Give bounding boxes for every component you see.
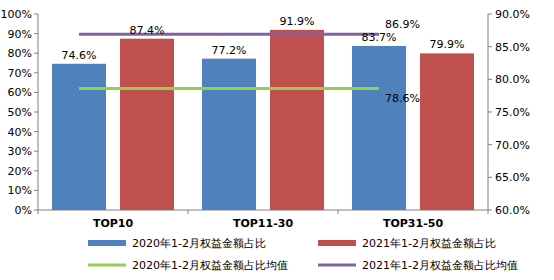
- x-tick: [188, 210, 189, 214]
- legend: 2020年1-2月权益金额占比 2021年1-2月权益金额占比 2020年1-2月权…: [88, 237, 518, 272]
- y2-tick: [488, 112, 492, 113]
- y-tick: [34, 131, 38, 132]
- data-label: 77.2%: [212, 44, 247, 57]
- y-tick: [34, 210, 38, 211]
- y-tick-label: 100%: [1, 8, 32, 21]
- data-label: 83.7%: [362, 31, 397, 44]
- plot-area: [52, 30, 474, 210]
- y-tick-label: 20%: [8, 165, 32, 178]
- data-label: 74.6%: [62, 49, 97, 62]
- y2-tick-label: 75.0%: [495, 106, 530, 119]
- y-tick-label: 80%: [8, 47, 32, 60]
- y-tick-label: 10%: [8, 184, 32, 197]
- y-tick-label: 70%: [8, 67, 32, 80]
- line: [79, 33, 379, 36]
- data-label: 79.9%: [430, 38, 465, 51]
- bar: [202, 59, 256, 210]
- x-tick-label: TOP10: [93, 217, 134, 230]
- y-tick-label: 50%: [8, 106, 32, 119]
- y-tick-label: 30%: [8, 145, 32, 158]
- y-tick: [34, 33, 38, 34]
- legend-swatch: [318, 240, 356, 246]
- data-label: 78.6%: [385, 92, 420, 105]
- y2-tick: [488, 144, 492, 145]
- x-tick-label: TOP31-50: [383, 217, 443, 230]
- y-tick: [34, 14, 38, 15]
- y-tick-label: 60%: [8, 86, 32, 99]
- y-tick: [34, 151, 38, 152]
- chart: 0% 10% 20% 30% 40% 50% 60% 70% 80% 90% 100% 60.0% 65…: [0, 0, 554, 280]
- legend-label: 2021年1-2月权益金额占比: [362, 237, 496, 250]
- x-tick-label: TOP11-30: [233, 217, 293, 230]
- y2-tick-label: 85.0%: [495, 41, 530, 54]
- y-tick: [34, 190, 38, 191]
- x-tick: [488, 210, 489, 214]
- y-tick: [34, 170, 38, 171]
- y-tick: [34, 92, 38, 93]
- y-tick-label: 0%: [15, 204, 32, 217]
- y-tick: [34, 53, 38, 54]
- y-tick: [34, 112, 38, 113]
- bar: [352, 46, 406, 210]
- data-labels: 74.6% 77.2% 83.7% 87.4% 91.9% 79.9% 78.6% 86.9%: [62, 15, 465, 106]
- data-label: 91.9%: [280, 15, 315, 28]
- y2-tick: [488, 177, 492, 178]
- legend-swatch: [318, 264, 356, 267]
- y-tick-label: 90%: [8, 28, 32, 41]
- legend-swatch: [88, 264, 126, 267]
- y2-tick: [488, 79, 492, 80]
- bar: [120, 39, 174, 210]
- legend-label: 2020年1-2月权益金额占比均值: [132, 259, 288, 272]
- legend-swatch: [88, 240, 126, 246]
- legend-label: 2021年1-2月权益金额占比均值: [362, 259, 518, 272]
- y2-tick-label: 90.0%: [495, 8, 530, 21]
- y2-tick-label: 60.0%: [495, 204, 530, 217]
- y2-tick-label: 80.0%: [495, 73, 530, 86]
- x-tick: [38, 210, 39, 214]
- data-label: 86.9%: [385, 18, 420, 31]
- y2-tick: [488, 210, 492, 211]
- x-tick: [338, 210, 339, 214]
- bar: [420, 53, 474, 210]
- y-tick-label: 40%: [8, 126, 32, 139]
- y2-tick: [488, 14, 492, 15]
- y2-tick: [488, 46, 492, 47]
- line: [79, 87, 379, 90]
- bar: [52, 64, 106, 210]
- y2-tick-label: 65.0%: [495, 171, 530, 184]
- y-tick: [34, 72, 38, 73]
- data-label: 87.4%: [130, 24, 165, 37]
- y2-tick-label: 70.0%: [495, 139, 530, 152]
- legend-label: 2020年1-2月权益金额占比: [132, 237, 266, 250]
- bar: [270, 30, 324, 210]
